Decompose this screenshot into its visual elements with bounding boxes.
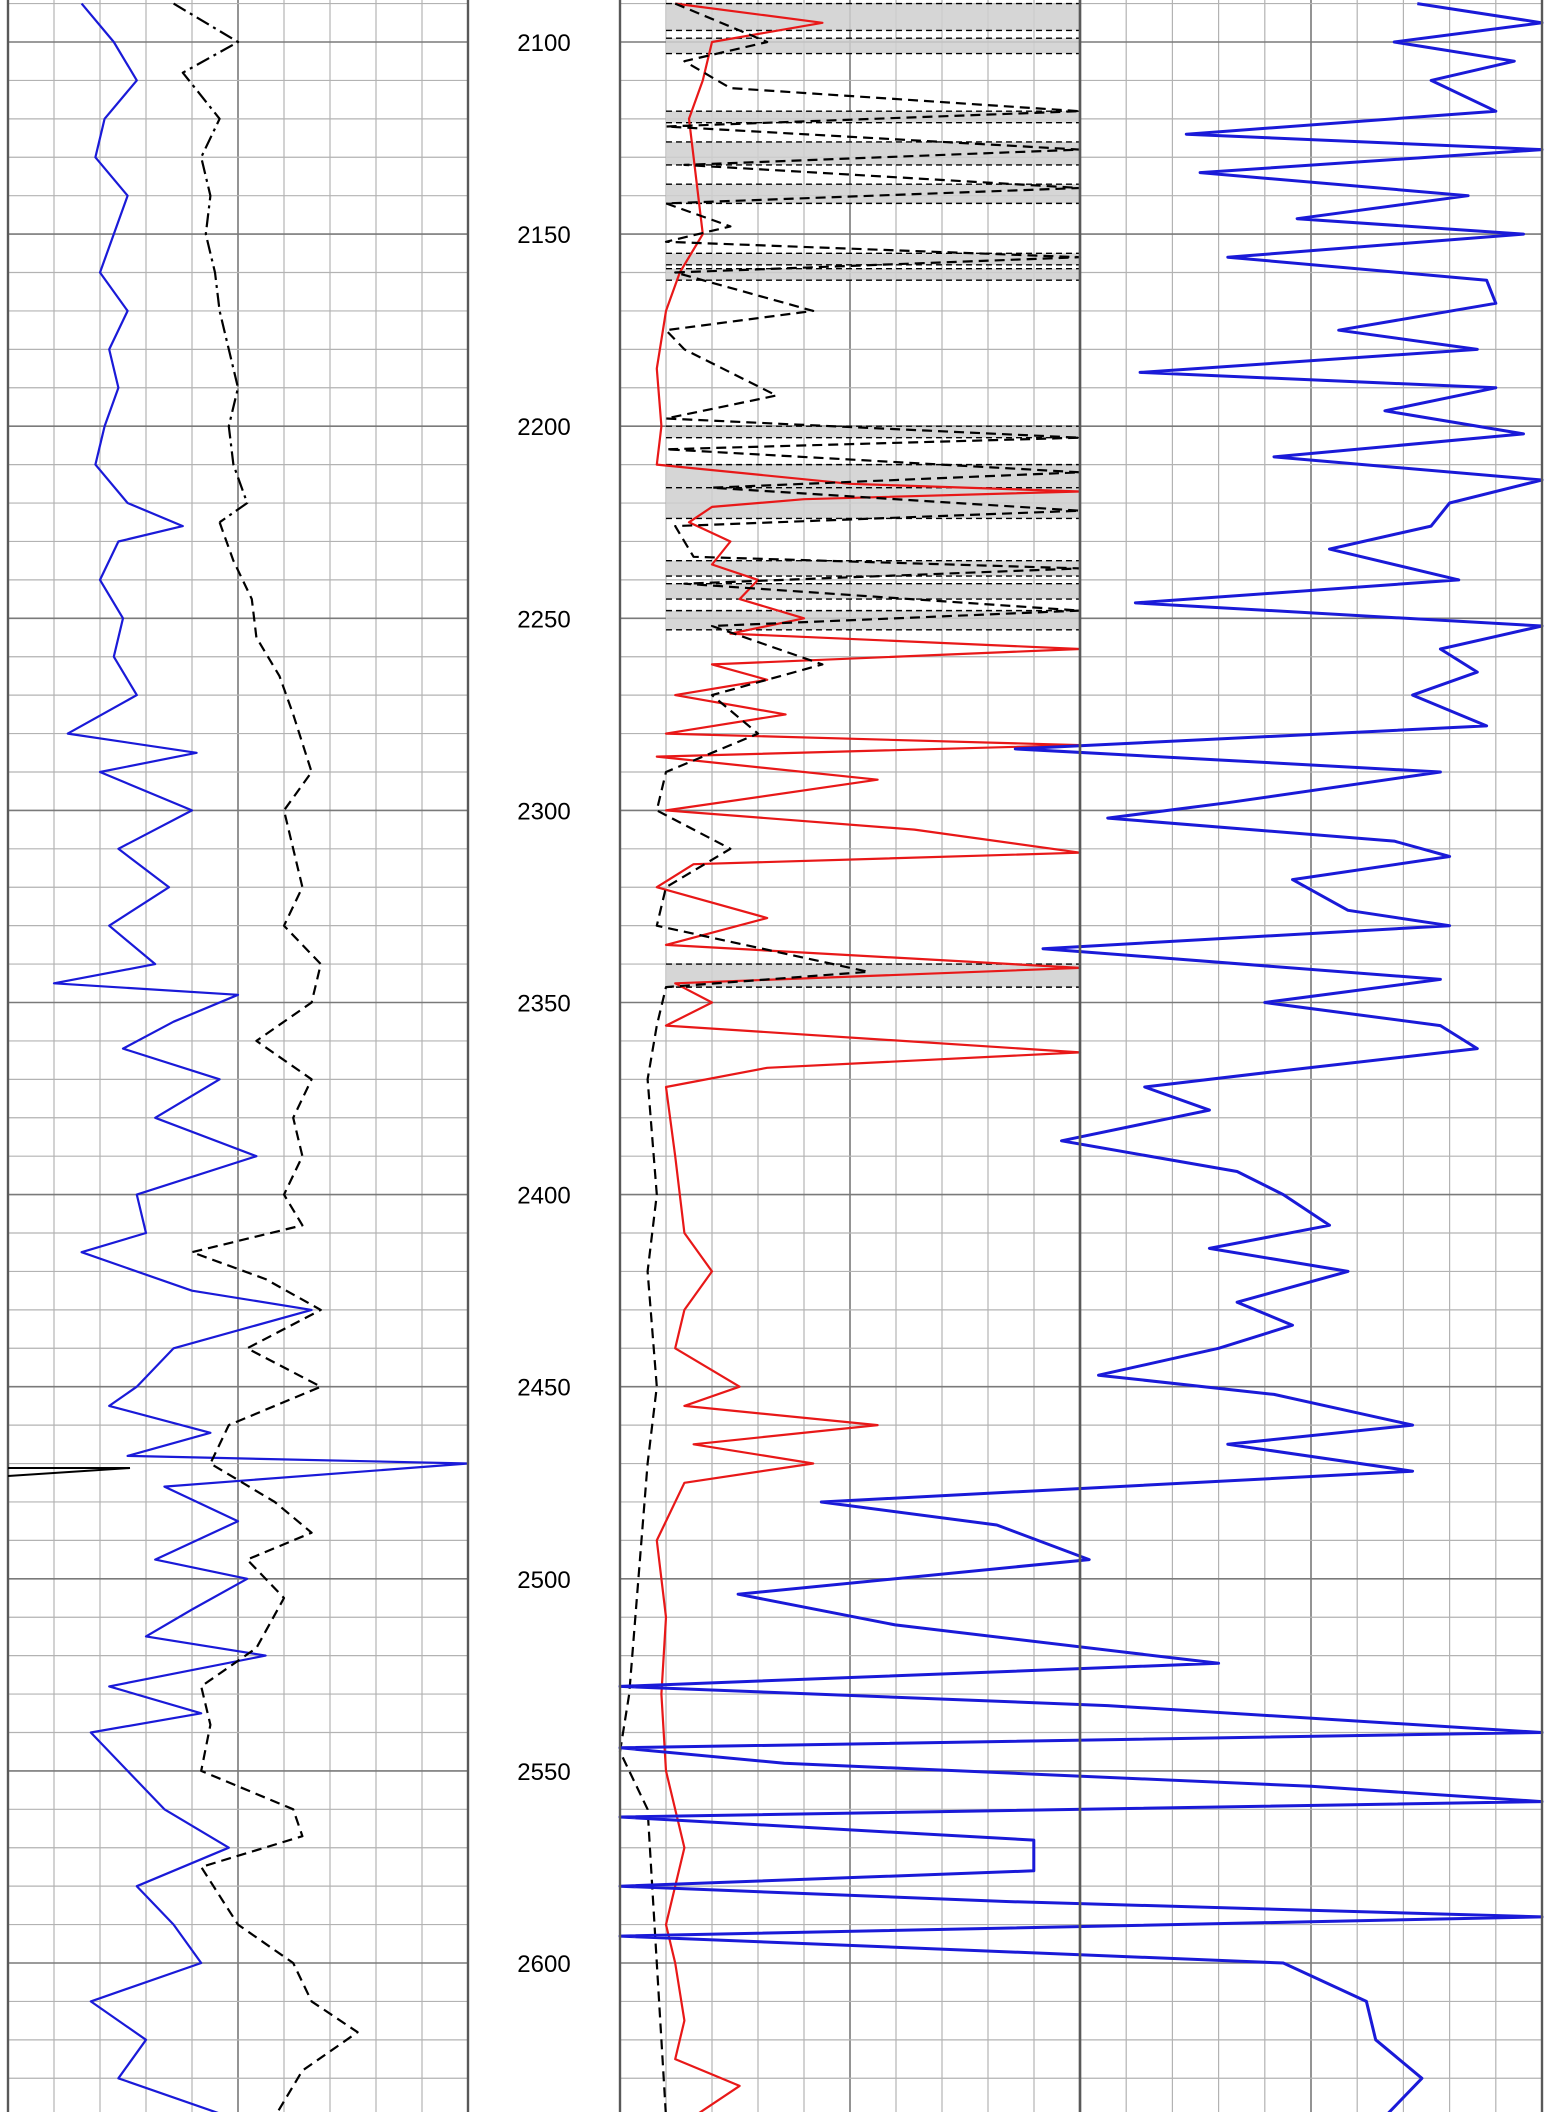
depth-labels: 2100 2150 2200 2250 2300 2350 2400 2450 2500 2550… [517,30,570,1978]
depth-label-2400: 2400 [517,1183,570,1210]
shaded-interval [666,268,1080,281]
shaded-interval [666,3,1080,31]
track1-black-dash-dot-curve [173,2,249,524]
shaded-interval [666,560,1080,577]
track2-red-solid-curve [655,2,1082,2112]
shaded-interval [666,141,1080,165]
track1-blue-solid-curve [52,2,470,2112]
depth-label-2100: 2100 [517,30,570,57]
shaded-intervals [666,2,1080,988]
shaded-interval [666,426,1080,438]
shaded-interval [666,111,1080,123]
shaded-interval [666,253,1080,265]
shaded-interval [666,610,1080,630]
depth-label-2600: 2600 [517,1951,570,1978]
grid [8,0,1542,2112]
track-borders [6,0,1544,2112]
track2-black-dashed-curve [618,2,1082,2112]
left-edge-marker [7,1467,131,1477]
depth-label-2250: 2250 [517,606,570,633]
shaded-interval [666,464,1080,488]
shaded-interval [666,38,1080,54]
depth-label-2300: 2300 [517,798,570,825]
shaded-interval [666,583,1080,600]
depth-label-2450: 2450 [517,1375,570,1402]
track3-blue-solid-curve [618,2,1544,2112]
track1-black-dashed-curve [190,521,359,2112]
depth-label-2200: 2200 [517,414,570,441]
log-curves [52,2,1544,2112]
depth-label-2350: 2350 [517,991,570,1018]
depth-label-2500: 2500 [517,1567,570,1594]
depth-label-2150: 2150 [517,222,570,249]
depth-label-2550: 2550 [517,1759,570,1786]
